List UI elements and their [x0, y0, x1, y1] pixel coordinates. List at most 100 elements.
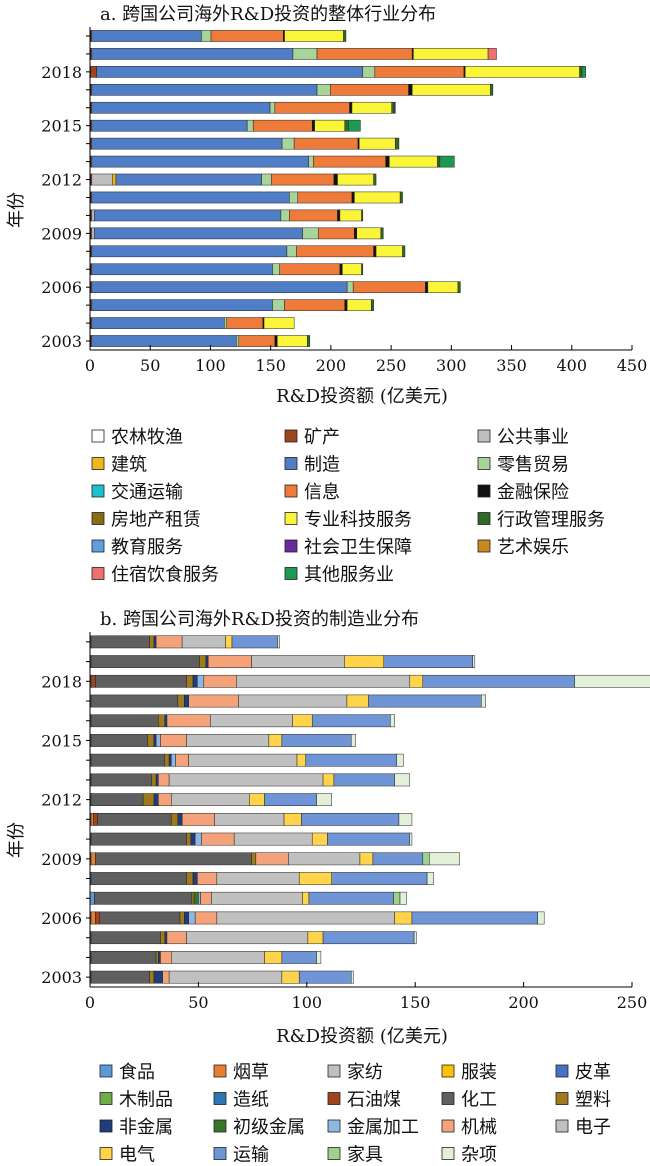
segment-2004-machinery — [160, 951, 172, 964]
segment-2004-info — [226, 317, 264, 329]
segment-2015-chem — [90, 734, 148, 747]
segment-2015-nonmetal — [153, 734, 157, 747]
segment-2019-info — [316, 48, 413, 60]
segment-2019-manufacturing — [91, 48, 294, 60]
legend-label: 运输 — [233, 1145, 269, 1166]
bar-2010 — [89, 209, 364, 222]
legend-item-food: 食品 — [99, 1062, 155, 1083]
segment-2005-manufacturing — [91, 299, 273, 311]
chart-a-bars — [89, 30, 586, 347]
segment-2011-plastic — [171, 813, 179, 826]
segment-2004-manufacturing — [91, 317, 225, 329]
bar-2020 — [89, 635, 280, 649]
segment-2006-electronics — [216, 911, 395, 925]
legend-item-tobacco: 烟草 — [213, 1062, 269, 1083]
segment-2011-retail — [289, 191, 299, 204]
segment-2010-manufacturing — [93, 209, 282, 222]
segment-2012-admin — [373, 173, 377, 186]
segment-2011-electrical — [283, 813, 302, 826]
segment-2011-petro — [93, 813, 98, 826]
segment-2012-finance — [333, 173, 338, 186]
legend-item-chem: 化工 — [441, 1090, 497, 1111]
segment-2018-transporteq — [422, 674, 575, 688]
legend-label: 其他服务业 — [304, 565, 394, 586]
segment-2009-plastic — [251, 852, 257, 866]
segment-2003-misc — [350, 970, 354, 984]
x-tick-label: 50 — [140, 356, 160, 375]
segment-2006-info — [352, 281, 426, 294]
segment-2013-other — [439, 155, 455, 168]
segment-2004-nonmetal — [158, 951, 161, 964]
segment-2006-misc — [537, 911, 545, 925]
segment-2016-nonmetal — [164, 714, 168, 728]
segment-2009-electrical — [359, 852, 374, 866]
segment-2019-chem — [90, 655, 200, 668]
segment-2017-manufacturing — [91, 83, 318, 96]
legend-swatch — [91, 512, 105, 525]
legend-label: 房地产租赁 — [111, 510, 201, 531]
x-tick-label: 100 — [292, 993, 323, 1012]
legend-label: 社会卫生保障 — [304, 537, 412, 558]
bar-2011 — [89, 813, 413, 826]
segment-2013-sci — [389, 155, 438, 168]
segment-2008-sci — [375, 245, 403, 258]
segment-2014-sci — [358, 137, 396, 150]
segment-2006-chem — [99, 911, 181, 925]
legend-label: 食品 — [119, 1062, 155, 1083]
legend-item-admin: 行政管理服务 — [477, 510, 605, 531]
segment-2020-retail — [201, 30, 212, 42]
legend-item-sci: 专业科技服务 — [284, 510, 412, 531]
chart-a-xlabel: R&D投资额 (亿美元) — [276, 386, 448, 407]
segment-2018-electrical — [409, 674, 424, 688]
legend-label: 金属加工 — [347, 1117, 419, 1138]
segment-2010-chem — [90, 832, 187, 846]
segment-2019-nonmetal — [205, 655, 209, 668]
segment-2015-info — [252, 119, 313, 132]
legend-label: 机械 — [461, 1117, 497, 1138]
segment-2020-sci — [284, 30, 344, 42]
segment-2008-plastic — [186, 872, 194, 885]
segment-2018-plastic — [186, 674, 194, 688]
bar-2015 — [89, 119, 361, 132]
segment-2012-misc — [316, 793, 332, 807]
legend-swatch — [477, 429, 491, 443]
legend-item-fabmetal: 金属加工 — [327, 1117, 419, 1138]
segment-2008-misc — [426, 872, 434, 885]
y-tick-label: 2012 — [41, 791, 82, 810]
segment-2006-sci — [427, 281, 459, 294]
segment-2008-machinery — [197, 872, 218, 885]
segment-2010-finance — [337, 209, 341, 222]
bar-2012 — [89, 173, 377, 186]
segment-2011-transporteq — [301, 813, 400, 826]
segment-2003-electronics — [168, 970, 283, 984]
legend-item-primmetal: 初级金属 — [213, 1117, 305, 1138]
segment-2005-electrical — [307, 931, 324, 945]
legend-item-finance: 金融保险 — [477, 482, 569, 503]
segment-2007-machinery — [200, 891, 212, 905]
segment-2012-transporteq — [264, 793, 317, 807]
y-tick-label: 2009 — [41, 224, 82, 243]
segment-2012-electrical — [249, 793, 265, 807]
segment-2005-admin — [370, 299, 374, 311]
segment-2007-admin — [361, 263, 364, 276]
segment-2013-misc — [394, 773, 411, 787]
legend-item-petro: 石油煤 — [327, 1090, 401, 1111]
segment-2016-machinery — [166, 714, 211, 728]
segment-2018-electronics — [236, 674, 411, 688]
segment-2007-misc — [399, 891, 407, 905]
segment-2018-nonmetal — [192, 674, 198, 688]
segment-2015-admin — [344, 119, 349, 132]
segment-2020-transporteq — [231, 635, 278, 649]
bar-2016 — [89, 714, 395, 728]
legend-label: 家纺 — [347, 1062, 383, 1083]
segment-2003-machinery — [162, 970, 170, 984]
legend-label: 农林牧渔 — [111, 427, 183, 448]
legend-item-electrical: 电气 — [99, 1145, 155, 1166]
segment-2010-transporteq — [327, 832, 411, 846]
x-tick-label: 200 — [508, 993, 539, 1012]
legend-item-info: 信息 — [284, 482, 340, 503]
segment-2009-manufacturing — [93, 227, 303, 240]
legend-swatch — [327, 1119, 341, 1133]
segment-2004-chem — [90, 951, 157, 964]
segment-2007-plastic — [191, 891, 195, 905]
